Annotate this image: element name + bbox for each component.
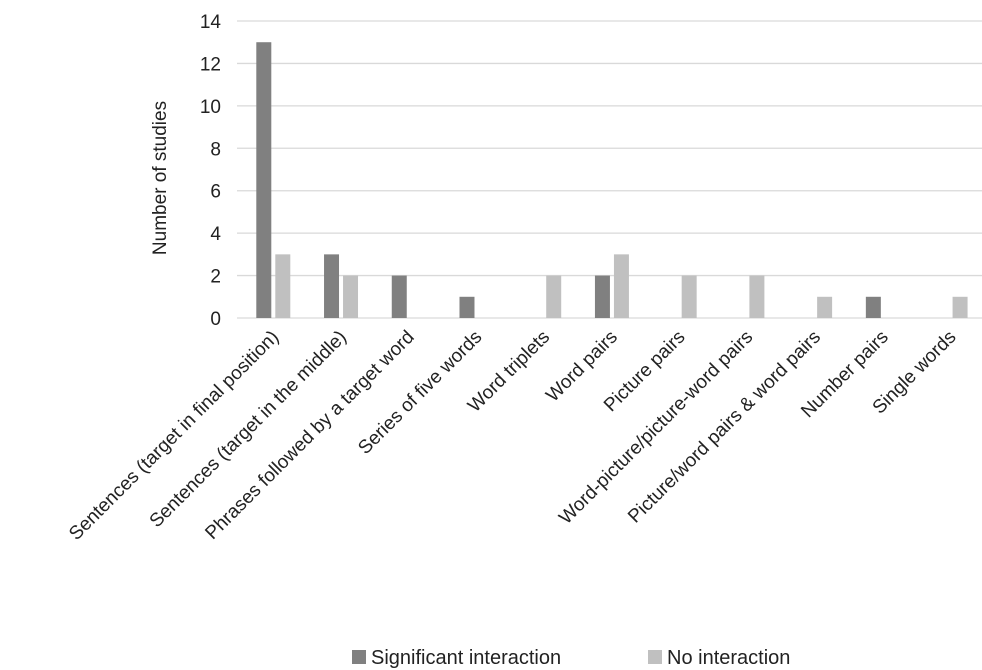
legend-swatch: [648, 650, 662, 664]
x-axis-categories: Sentences (target in final position)Sent…: [65, 327, 960, 545]
y-tick-label: 12: [200, 54, 221, 75]
bar-significant: [324, 254, 339, 318]
x-category-label: Series of five words: [354, 327, 486, 459]
bar-significant: [866, 297, 881, 318]
bar-no-interaction: [546, 276, 561, 318]
bars: [256, 42, 967, 318]
legend-label: Significant interaction: [371, 647, 561, 669]
y-axis-title: Number of studies: [150, 101, 171, 255]
bar-no-interaction: [275, 254, 290, 318]
bar-no-interaction: [817, 297, 832, 318]
bar-no-interaction: [953, 297, 968, 318]
bar-no-interaction: [749, 276, 764, 318]
y-tick-label: 8: [210, 139, 221, 160]
bar-significant: [459, 297, 474, 318]
y-axis-ticks: 0 2 4 6 8 10 12 14: [200, 12, 222, 330]
bar-no-interaction: [343, 276, 358, 318]
legend-swatch: [352, 650, 366, 664]
bar-no-interaction: [614, 254, 629, 318]
bar-no-interaction: [682, 276, 697, 318]
legend-label: No interaction: [667, 647, 790, 669]
y-tick-label: 14: [200, 12, 222, 33]
legend: Significant interaction No interaction: [352, 647, 790, 669]
bar-significant: [256, 42, 271, 318]
bar-significant: [392, 276, 407, 318]
y-tick-label: 10: [200, 97, 221, 118]
y-tick-label: 0: [210, 309, 221, 330]
bar-significant: [595, 276, 610, 318]
y-tick-label: 4: [210, 224, 221, 245]
y-tick-label: 6: [210, 182, 221, 203]
gridlines: [237, 21, 982, 318]
y-tick-label: 2: [210, 267, 221, 288]
